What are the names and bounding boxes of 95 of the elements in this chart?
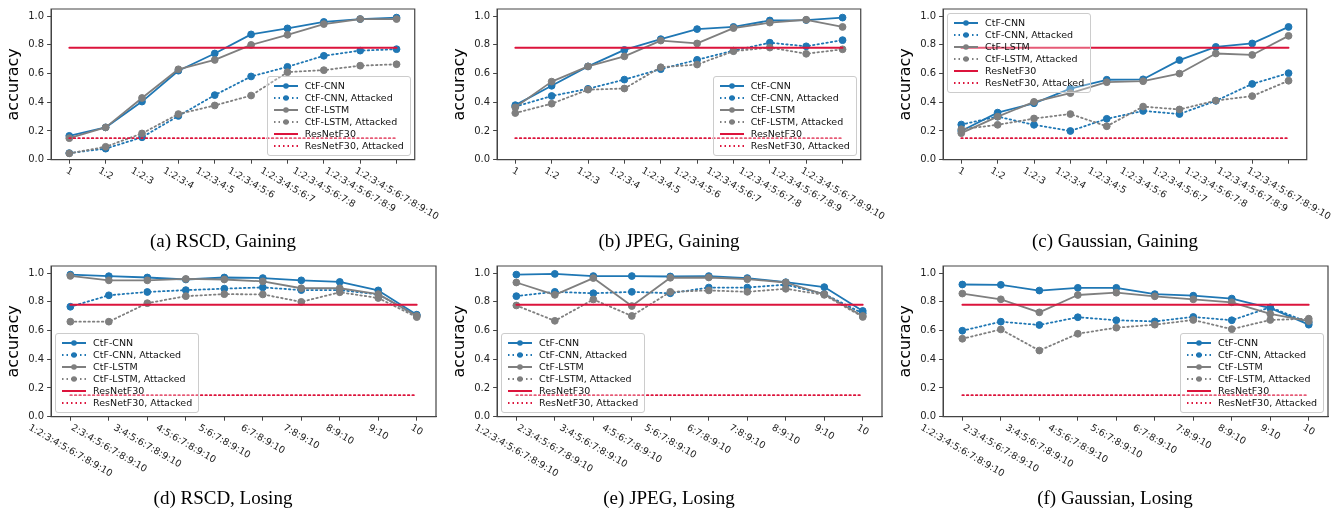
legend-label: CtF-CNN, Attacked (750, 91, 839, 104)
legend-label: CtF-CNN, Attacked (93, 348, 182, 361)
y-tick-label: 0.0 (474, 410, 491, 422)
text: (c) Gaussian, Gaining (1030, 229, 1200, 253)
legend-label: ResNetF30 (93, 384, 145, 397)
x-tick-label: 10 (1301, 421, 1318, 437)
x-tick-label: 1:2 (96, 164, 116, 182)
legend-label: CtF-LSTM (539, 360, 584, 373)
legend-label: CtF-LSTM, Attacked (750, 115, 844, 128)
y-axis-title: accuracy (894, 305, 914, 378)
y-tick-label: 0.2 (28, 381, 45, 393)
x-tick-label: 1:2 (988, 164, 1008, 182)
y-tick-label: 1.0 (474, 9, 491, 21)
y-tick-label: 0.6 (920, 324, 937, 336)
y-tick-label: 1.0 (920, 266, 937, 278)
x-tick-label: 1 (64, 164, 76, 177)
legend-label: CtF-LSTM (750, 103, 796, 116)
y-tick-label: 0.2 (474, 124, 491, 136)
y-tick-label: 0.6 (474, 67, 491, 79)
x-tick-label: 1:2 (542, 164, 562, 182)
legend-label: ResNetF30, Attacked (93, 396, 193, 409)
y-tick-label: 0.2 (474, 381, 491, 393)
legend-label: CtF-CNN (750, 79, 791, 92)
y-tick-label: 0.6 (28, 324, 45, 336)
x-tick-label: 9:10 (366, 421, 391, 442)
legend-label: CtF-LSTM (1218, 360, 1263, 373)
legend-label: CtF-CNN (985, 17, 1026, 29)
y-tick-label: 0.4 (474, 352, 491, 364)
y-axis-title: accuracy (448, 305, 468, 378)
text: (d) RSCD, Losing (152, 486, 294, 510)
x-tick-label: 10 (855, 421, 872, 437)
y-axis-title: accuracy (448, 48, 468, 121)
legend-label: ResNetF30, Attacked (304, 139, 404, 152)
y-tick-label: 0.6 (474, 324, 491, 336)
legend-label: CtF-CNN (1218, 336, 1259, 349)
legend-label: CtF-CNN, Attacked (304, 91, 393, 104)
text: (f) Gaussian, Losing (1036, 486, 1194, 510)
legend-label: ResNetF30 (985, 65, 1037, 77)
legend-label: CtF-LSTM, Attacked (304, 115, 398, 128)
y-tick-label: 0.8 (474, 295, 491, 307)
y-tick-label: 0.2 (28, 124, 45, 136)
y-tick-label: 0.4 (920, 352, 937, 364)
y-tick-label: 1.0 (28, 9, 45, 21)
y-tick-label: 0.8 (28, 295, 45, 307)
legend-label: CtF-CNN (539, 336, 580, 349)
legend-label: ResNetF30, Attacked (1218, 396, 1318, 409)
legend-label: CtF-CNN, Attacked (539, 348, 628, 361)
text: (a) RSCD, Gaining (148, 229, 298, 253)
text: (e) JPEG, Losing (602, 486, 736, 510)
y-tick-label: 1.0 (28, 266, 45, 278)
legend-label: ResNetF30, Attacked (750, 139, 850, 152)
y-tick-label: 0.8 (920, 38, 937, 50)
legend-label: CtF-CNN, Attacked (1218, 348, 1307, 361)
y-tick-label: 0.0 (474, 153, 491, 165)
y-tick-label: 0.4 (920, 95, 937, 107)
legend-label: CtF-LSTM, Attacked (985, 53, 1078, 65)
text: (b) JPEG, Gaining (597, 229, 741, 253)
x-tick-label: 9:10 (1258, 421, 1283, 442)
y-tick-label: 0.4 (474, 95, 491, 107)
y-tick-label: 0.6 (920, 67, 937, 79)
legend-label: ResNetF30 (1218, 384, 1270, 397)
y-tick-label: 0.4 (28, 352, 45, 364)
y-tick-label: 0.8 (474, 38, 491, 50)
y-axis-title: accuracy (2, 48, 22, 121)
legend-label: CtF-LSTM (304, 103, 350, 116)
y-axis-title: accuracy (894, 48, 914, 121)
legend-label: CtF-CNN, Attacked (985, 29, 1074, 41)
legend-label: CtF-CNN (304, 79, 345, 92)
y-tick-label: 0.0 (28, 153, 45, 165)
y-tick-label: 0.2 (920, 381, 937, 393)
y-tick-label: 0.8 (28, 38, 45, 50)
y-tick-label: 1.0 (920, 9, 937, 21)
legend-label: ResNetF30 (539, 384, 591, 397)
x-tick-label: 10 (409, 421, 426, 437)
y-tick-label: 0.0 (920, 410, 937, 422)
legend-label: ResNetF30, Attacked (539, 396, 639, 409)
x-tick-label: 9:10 (812, 421, 837, 442)
y-tick-label: 1.0 (474, 266, 491, 278)
legend-label: CtF-LSTM, Attacked (1218, 372, 1311, 385)
legend-label: CtF-LSTM, Attacked (93, 372, 186, 385)
y-tick-label: 0.6 (28, 67, 45, 79)
legend-label: ResNetF30, Attacked (985, 77, 1085, 89)
y-tick-label: 0.0 (920, 153, 937, 165)
y-tick-label: 0.0 (28, 410, 45, 422)
legend-label: ResNetF30 (304, 127, 356, 140)
y-tick-label: 0.4 (28, 95, 45, 107)
y-axis-title: accuracy (2, 305, 22, 378)
x-tick-label: 1 (956, 164, 968, 177)
legend-label: CtF-LSTM (93, 360, 138, 373)
legend-label: CtF-CNN (93, 336, 134, 349)
legend-label: CtF-LSTM, Attacked (539, 372, 632, 385)
y-tick-label: 0.8 (920, 295, 937, 307)
x-tick-label: 1 (510, 164, 522, 177)
legend-label: ResNetF30 (750, 127, 802, 140)
y-tick-label: 0.2 (920, 124, 937, 136)
